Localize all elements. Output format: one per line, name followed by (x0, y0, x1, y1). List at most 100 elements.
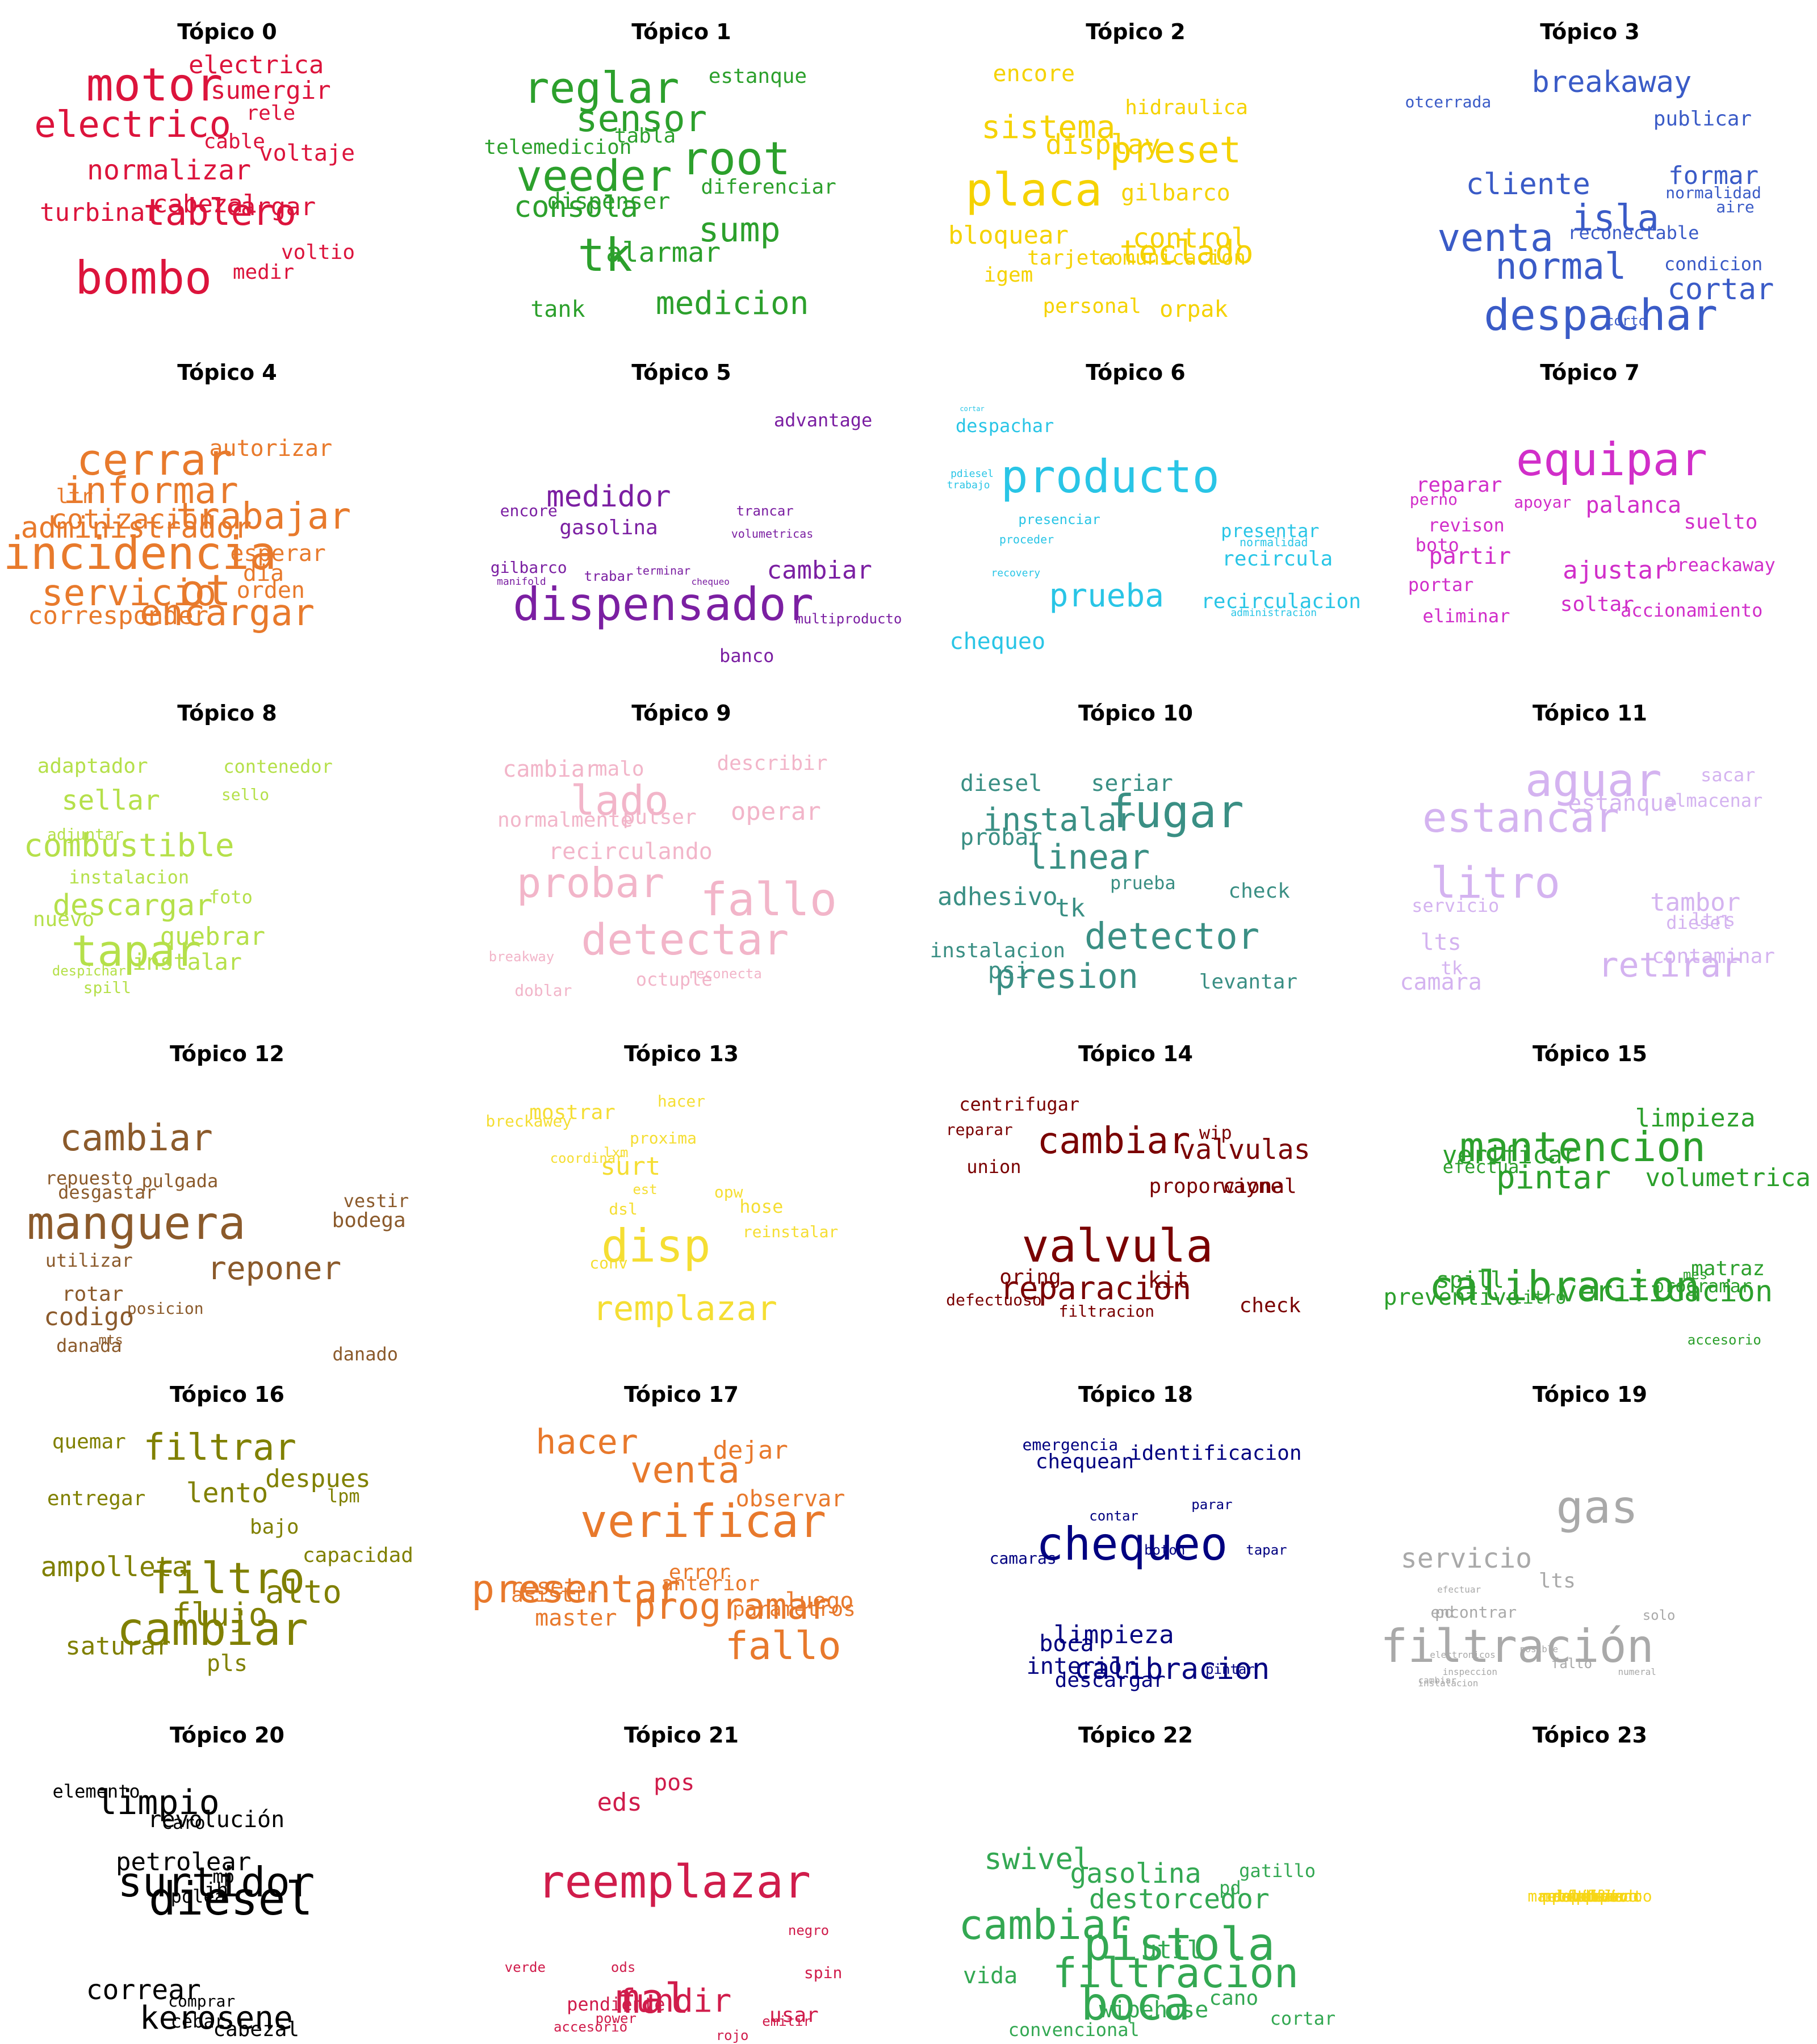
topic-title: Tópico 20 (170, 1723, 284, 1748)
cloud-word: sellar (61, 785, 160, 816)
cloud-word: union (966, 1156, 1021, 1178)
topic-title: Tópico 18 (1078, 1382, 1193, 1407)
cloud-word: medicion (655, 285, 809, 322)
topic-panel: Tópico 3 despachar normal venta isla cliente b… (1363, 0, 1817, 341)
cloud-word: programar (1653, 1275, 1752, 1297)
cloud-word: valvula (1021, 1220, 1213, 1272)
cloud-word: lpm (326, 1485, 360, 1507)
cloud-word: post (1571, 1887, 1609, 1905)
word-cloud: fugar detector linear presion instalar adhesi… (930, 732, 1317, 1016)
cloud-word: pintar (1496, 1159, 1611, 1196)
cloud-word: check (1239, 1294, 1301, 1317)
cloud-word: contar (1089, 1508, 1138, 1524)
cloud-word: quebrar (160, 922, 266, 951)
cloud-word: reinstalar (742, 1222, 839, 1241)
topic-title: Tópico 7 (1540, 360, 1640, 385)
cloud-word: suelto (1684, 510, 1758, 534)
cloud-word: cambiar (1418, 1675, 1456, 1686)
topic-panel: Tópico 2 placa sistema preset display teclado… (909, 0, 1363, 341)
cloud-word: accionamiento (1620, 600, 1763, 621)
cloud-word: limpio (97, 1783, 220, 1823)
cloud-word: motor (86, 58, 223, 111)
cloud-word: terminar (635, 564, 691, 577)
cloud-word: eds (1575, 1887, 1605, 1905)
word-cloud: surtidor diesel kerosene correar limpio petro… (45, 1754, 409, 2040)
topic-title: Tópico 17 (624, 1382, 739, 1407)
word-cloud: cambiar filtro filtrar flujo alto ampolleta le… (41, 1414, 413, 1698)
topic-panel: Tópico 17 verificar venta presentar programa… (454, 1363, 909, 1703)
cloud-word: apoyar (1514, 493, 1572, 512)
cloud-word: breakaway (1531, 65, 1692, 99)
cloud-word: electrico (34, 104, 231, 146)
cloud-word: identificacion (1129, 1442, 1302, 1465)
cloud-word: nuevo (32, 908, 95, 931)
cloud-word: almacenar (1664, 790, 1763, 811)
cloud-word: revolución (148, 1807, 285, 1833)
cloud-word: wip (1199, 1122, 1232, 1144)
cloud-word: manguera (27, 1197, 246, 1250)
cloud-word: correar (86, 1974, 201, 2006)
cloud-word: descargar (52, 889, 213, 923)
cloud-word: estanque (1568, 790, 1677, 816)
cloud-word: servicio (1400, 1543, 1532, 1574)
cloud-word: despachar (955, 415, 1054, 437)
cloud-word: reconecta (688, 966, 762, 982)
cloud-word: psi (987, 958, 1029, 984)
cloud-word: display (1045, 129, 1161, 161)
cloud-word: equipo (1561, 1887, 1619, 1905)
cloud-word: presion (994, 957, 1138, 996)
cloud-word: mal (615, 1975, 689, 2022)
topic-title: Tópico 13 (624, 1041, 739, 1066)
cloud-word: recovery (991, 567, 1041, 579)
cloud-word: mes (1682, 1267, 1708, 1283)
cloud-word: usar (769, 2004, 819, 2027)
cloud-word: aire (1716, 198, 1755, 216)
cloud-word: instalacion (1418, 1678, 1479, 1689)
cloud-word: comprar (168, 1992, 236, 2011)
cloud-word: hose (739, 1196, 784, 1217)
cloud-word: orden (236, 577, 305, 604)
cloud-word: seriar (1091, 770, 1173, 797)
topic-title: Tópico 5 (631, 360, 731, 385)
cloud-word: boton (1144, 1542, 1186, 1558)
cloud-word: disp (601, 1220, 711, 1272)
cloud-word: wayne (1221, 1175, 1283, 1198)
topic-title: Tópico 11 (1533, 701, 1647, 726)
cloud-word: vida (962, 1963, 1018, 1989)
cloud-word: mantencion (1459, 1123, 1706, 1171)
cloud-word: otcerrada (1405, 93, 1492, 111)
cloud-word: reconectable (1568, 222, 1699, 244)
topic-panel: Tópico 19 gas filtración servicio lts encontr… (1363, 1363, 1817, 1703)
cloud-word: cliente (1466, 167, 1590, 202)
word-cloud: cambiar manguera reponer repuesto desgastar p… (27, 1073, 409, 1363)
topic-panel: Tópico 15 mantencion calibracion preventivo… (1363, 1022, 1817, 1363)
cloud-word: retirar (1598, 945, 1742, 985)
cloud-word: instalacion (930, 939, 1066, 962)
cloud-word: consola (513, 190, 638, 224)
cloud-word: filtro (149, 1553, 305, 1603)
cloud-word: cortar (960, 405, 985, 413)
cloud-word: opw (714, 1183, 743, 1201)
cloud-word: breakway (488, 949, 555, 965)
cloud-word: formar (1668, 161, 1759, 190)
topic-title: Tópico 22 (1078, 1723, 1193, 1748)
cloud-word: reponer (207, 1250, 342, 1287)
cloud-word: saturar (65, 1632, 171, 1661)
cloud-word: eliminar (1422, 605, 1510, 627)
cloud-word: recirculando (548, 839, 713, 865)
cloud-word: instalacion (69, 866, 190, 888)
cloud-word: voltaje (259, 140, 355, 166)
cloud-word: lento (186, 1477, 269, 1509)
word-cloud: disp remplazar surt mostrar breckawey hacer co… (485, 1073, 863, 1357)
cloud-word: spill (83, 978, 131, 997)
topic-title: Tópico 3 (1540, 19, 1640, 44)
cloud-word: corresponder (28, 601, 208, 630)
cloud-word: dejar (713, 1436, 788, 1465)
cloud-word: spin (803, 1963, 843, 1982)
cloud-word: proxima (629, 1129, 697, 1147)
cloud-word: spill (1435, 1267, 1505, 1293)
cloud-word: bajo (249, 1515, 299, 1539)
word-cloud: gas filtración servicio lts encontrar pd solo e… (1380, 1414, 1772, 1698)
cloud-word: pd (1219, 1877, 1241, 1899)
cloud-word: convencional (1008, 2019, 1140, 2041)
